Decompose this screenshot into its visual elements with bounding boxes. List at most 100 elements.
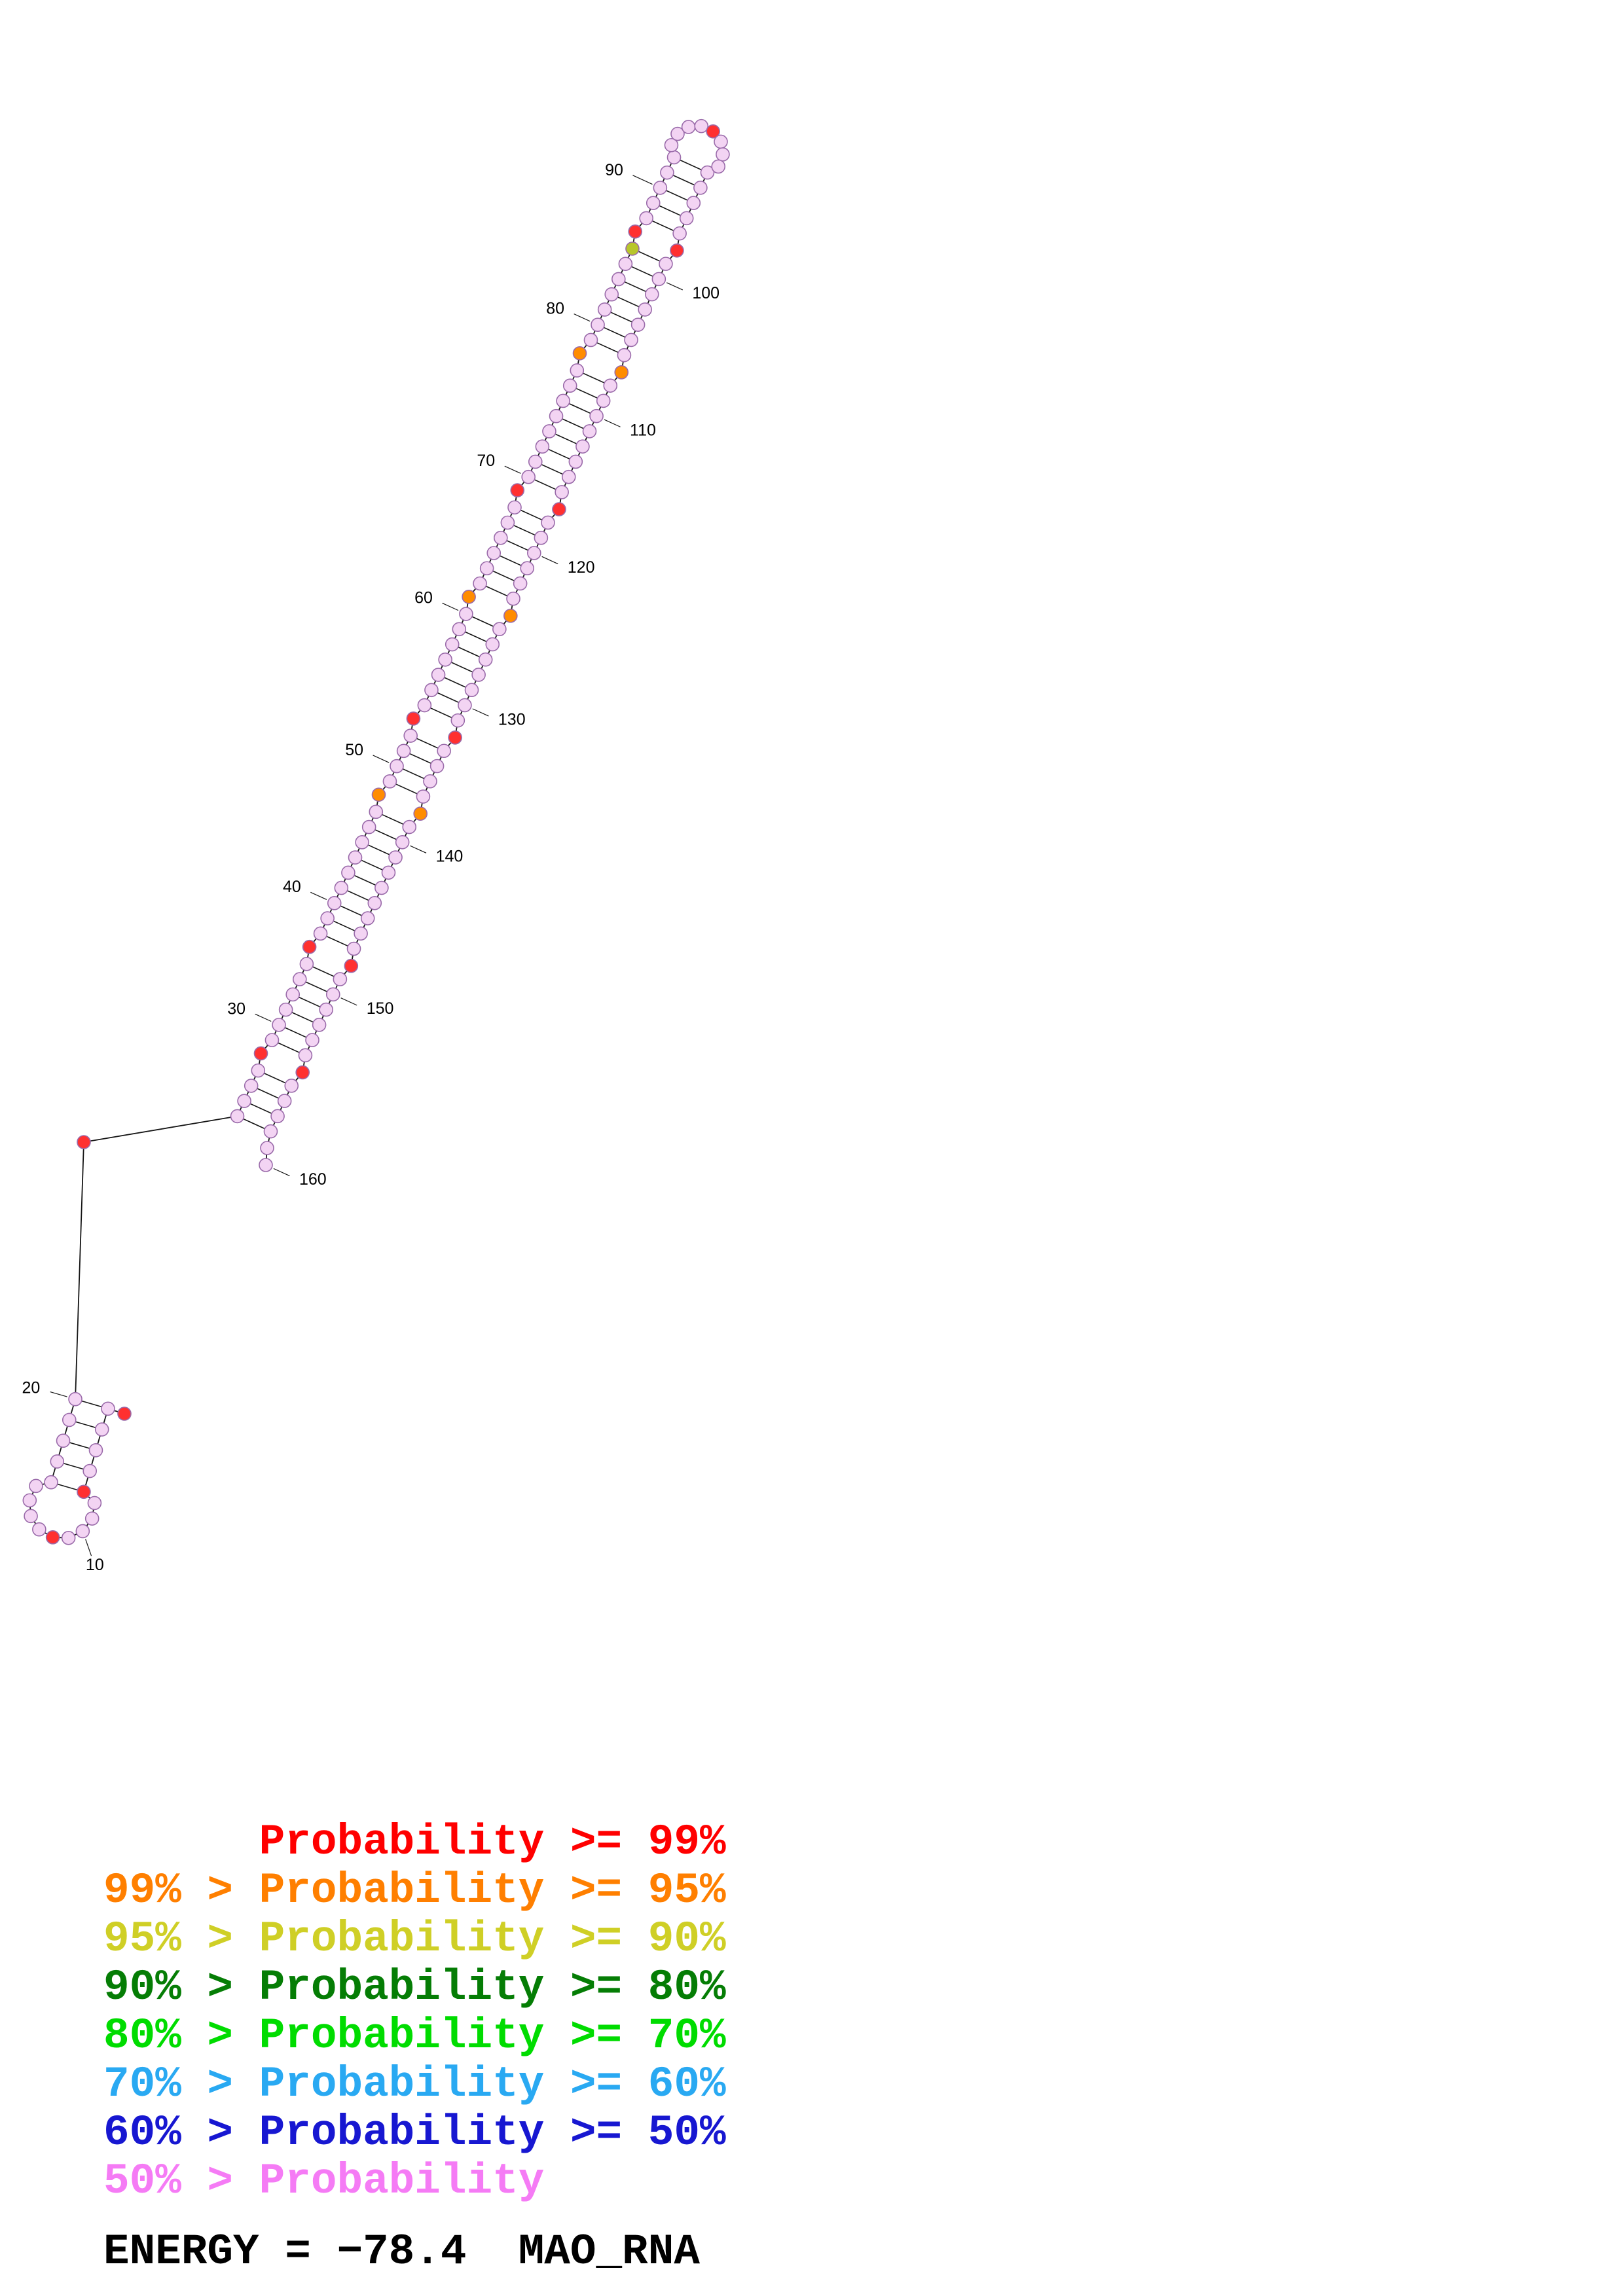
position-label: 40 xyxy=(283,878,301,896)
nucleotide xyxy=(354,926,368,941)
nucleotide xyxy=(244,1079,259,1093)
nucleotide xyxy=(87,1496,102,1511)
legend-line: 90% > Probability >= 80% xyxy=(103,1963,726,2012)
nucleotide xyxy=(403,728,418,743)
legend-line: 60% > Probability >= 50% xyxy=(103,2108,726,2157)
legend-line: 95% > Probability >= 90% xyxy=(103,1914,726,1964)
nucleotide xyxy=(513,576,528,591)
nucleotide xyxy=(452,622,467,637)
nucleotide xyxy=(646,196,661,210)
nucleotide xyxy=(666,150,682,165)
nucleotide xyxy=(520,561,535,576)
nucleotide xyxy=(583,332,598,348)
nucleotide xyxy=(237,1094,251,1108)
nucleotide xyxy=(485,637,500,652)
nucleotide xyxy=(361,819,376,834)
nucleotide xyxy=(624,332,638,348)
nucleotide xyxy=(77,1484,91,1499)
nucleotide xyxy=(679,211,694,226)
position-label: 30 xyxy=(227,999,246,1018)
label-leader-line xyxy=(255,1013,272,1022)
nucleotide xyxy=(295,1065,310,1080)
nucleotide xyxy=(651,272,666,287)
nucleotide xyxy=(396,744,411,759)
nucleotide xyxy=(459,607,473,621)
nucleotide xyxy=(429,759,445,774)
nucleotide xyxy=(670,126,685,141)
nucleotide xyxy=(56,1433,71,1448)
nucleotide xyxy=(327,896,342,910)
nucleotide xyxy=(568,454,583,469)
nucleotide xyxy=(694,118,709,134)
position-label: 90 xyxy=(605,161,623,179)
position-label: 110 xyxy=(630,421,656,439)
label-leader-line xyxy=(373,755,390,763)
nucleotide xyxy=(44,1475,58,1490)
nucleotide xyxy=(369,804,384,819)
nucleotide xyxy=(638,302,652,317)
nucleotide xyxy=(603,378,618,393)
nucleotide xyxy=(611,272,626,287)
nucleotide xyxy=(714,134,728,149)
position-label: 80 xyxy=(546,300,564,318)
connector-line xyxy=(75,1141,84,1399)
nucleotide xyxy=(431,668,446,682)
label-leader-line xyxy=(632,175,653,185)
position-label: 150 xyxy=(367,999,394,1018)
nucleotide xyxy=(406,711,421,726)
nucleotide xyxy=(471,668,486,682)
nucleotide xyxy=(562,378,577,393)
nucleotide xyxy=(423,774,437,789)
nucleotide xyxy=(438,652,452,667)
nucleotide xyxy=(346,941,361,956)
nucleotide xyxy=(390,759,404,774)
nucleotide xyxy=(61,1530,76,1545)
nucleotide xyxy=(445,637,460,652)
nucleotide xyxy=(417,698,432,713)
nucleotide xyxy=(293,972,307,986)
probability-legend: Probability >= 99% 99% > Probability >= 9… xyxy=(103,1818,726,2206)
nucleotide xyxy=(355,835,369,850)
nucleotide xyxy=(305,1033,319,1047)
nucleotide xyxy=(75,1524,90,1539)
nucleotide xyxy=(660,165,674,180)
nucleotide xyxy=(313,926,328,941)
nucleotide xyxy=(630,317,646,332)
nucleotide xyxy=(494,530,508,545)
energy-line: ENERGY = −78.4 MAO_RNA xyxy=(103,2227,700,2276)
position-label: 100 xyxy=(692,284,720,302)
nucleotide xyxy=(320,911,335,925)
nucleotide xyxy=(535,439,550,454)
backbone-lines-group xyxy=(29,125,723,1556)
nucleotide xyxy=(542,424,556,439)
nucleotide xyxy=(575,439,590,454)
label-leader-line xyxy=(340,997,357,1006)
nucleotide xyxy=(597,302,612,317)
nucleotide xyxy=(478,652,493,667)
legend-line: 50% > Probability xyxy=(103,2157,545,2206)
nucleotide xyxy=(670,243,684,258)
nucleotide xyxy=(700,165,715,180)
nucleotide xyxy=(448,730,462,745)
nucleotide xyxy=(402,819,417,834)
nucleotide xyxy=(251,1063,266,1078)
nucleotide xyxy=(706,124,720,139)
nucleotide xyxy=(686,196,701,210)
nucleotide xyxy=(348,850,363,865)
nucleotide xyxy=(270,1109,285,1124)
nucleotide xyxy=(681,120,696,134)
nucleotide xyxy=(582,424,597,439)
label-leader-line xyxy=(310,891,327,901)
nucleotide xyxy=(272,1018,286,1032)
position-label: 20 xyxy=(22,1379,40,1397)
nucleotide xyxy=(570,363,585,378)
position-label: 120 xyxy=(568,558,595,577)
nucleotide xyxy=(62,1412,77,1427)
nucleotide xyxy=(561,469,576,484)
nucleotide xyxy=(653,181,668,195)
nucleotide xyxy=(413,806,428,821)
connector-line xyxy=(83,1115,238,1143)
nucleotide xyxy=(84,1511,100,1526)
nucleotide xyxy=(693,181,708,195)
